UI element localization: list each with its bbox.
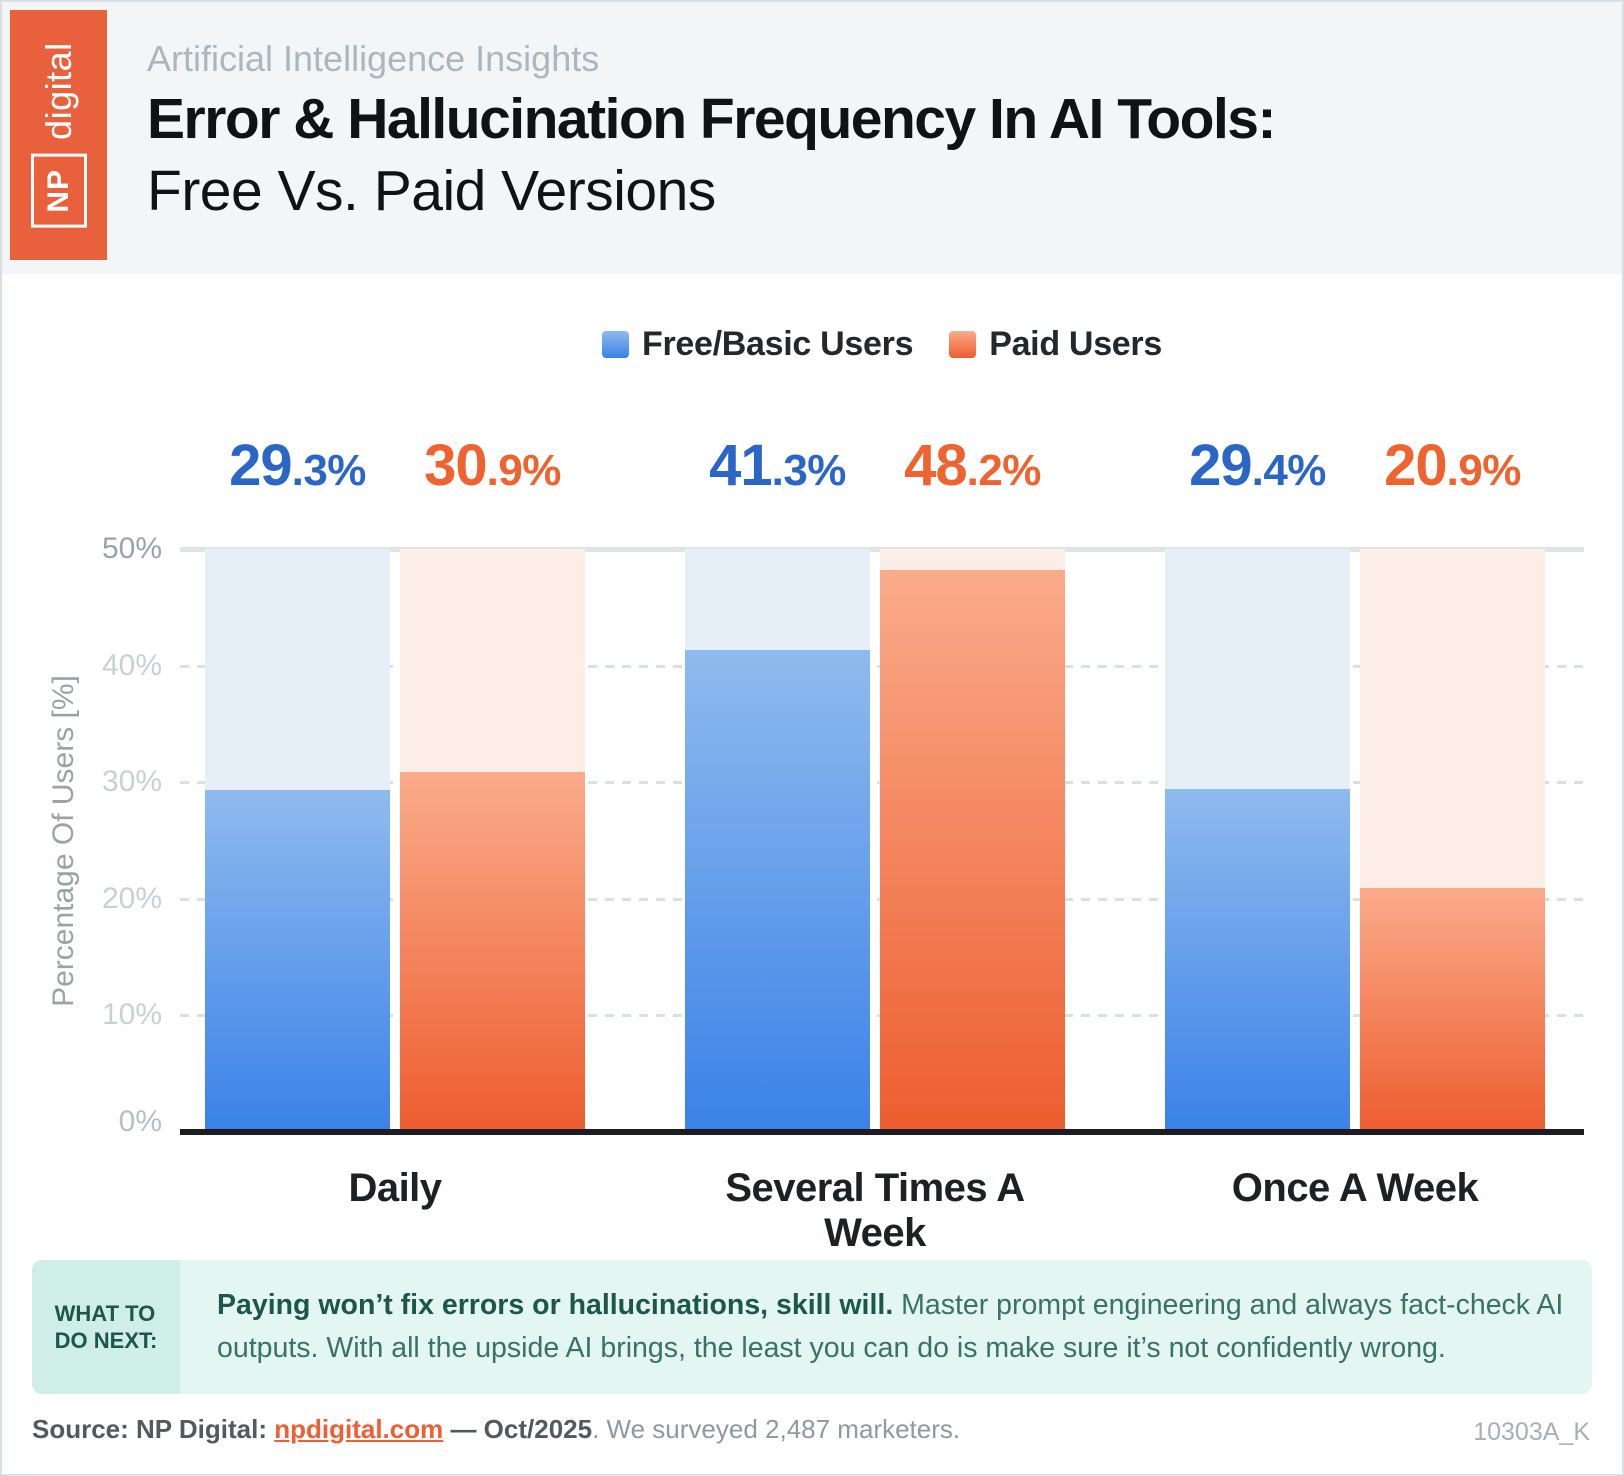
y-tick-label: 50% — [101, 532, 162, 565]
note-text-bold: Paying won’t fix errors or hallucination… — [217, 1289, 894, 1321]
bar-column: 29.4% — [1165, 433, 1350, 1132]
bar-column: 20.9% — [1360, 433, 1545, 1132]
npdigital-link[interactable]: npdigital.com — [274, 1414, 444, 1444]
source-date: — Oct/2025 — [443, 1414, 593, 1444]
legend-label: Paid Users — [989, 325, 1162, 363]
x-axis-labels: Daily Several Times A Week Once A Week — [205, 1166, 1545, 1256]
data-label: 20.9% — [1384, 433, 1521, 498]
eyebrow-text: Artificial Intelligence Insights — [147, 38, 600, 79]
bar-column: 30.9% — [400, 433, 585, 1132]
x-axis-label: Several Times A Week — [725, 1166, 1025, 1255]
bar-group: 29.4% 20.9% — [1165, 433, 1545, 1132]
doc-id: 10303A_K — [1473, 1418, 1590, 1446]
legend-swatch-icon — [949, 331, 977, 358]
page-title-line2: Free Vs. Paid Versions — [147, 159, 716, 223]
source-prefix: Source: NP Digital: — [32, 1414, 275, 1444]
bar-free — [1165, 789, 1350, 1132]
logo-rotated-content: NP digital — [30, 42, 87, 228]
data-label: 41.3% — [709, 433, 846, 498]
header: NP digital Artificial Intelligence Insig… — [2, 2, 1622, 274]
data-label: 29.4% — [1189, 433, 1326, 498]
bar-column: 48.2% — [880, 433, 1065, 1132]
np-logo-mark: NP — [30, 153, 87, 228]
bar-paid — [1360, 888, 1545, 1132]
bar-group: 29.3% 30.9% — [205, 433, 585, 1132]
logo-word: digital — [37, 42, 79, 140]
y-tick-label: 40% — [101, 648, 162, 682]
what-to-do-next-box: WHAT TO DO NEXT: Paying won’t fix errors… — [32, 1260, 1592, 1394]
bar-free — [685, 650, 870, 1132]
bar-column: 41.3% — [685, 433, 870, 1132]
source-line: Source: NP Digital: npdigital.com — Oct/… — [32, 1414, 960, 1445]
bar-paid — [400, 771, 585, 1132]
note-tag: WHAT TO DO NEXT: — [32, 1260, 180, 1394]
page-title-line1: Error & Hallucination Frequency In AI To… — [147, 87, 1276, 151]
chart-legend: Free/Basic Users Paid Users — [180, 325, 1584, 364]
bar-group: 41.3% 48.2% — [685, 433, 1065, 1132]
bar-free — [205, 790, 390, 1132]
y-axis-title: Percentage Of Users [%] — [47, 674, 80, 1007]
data-label: 48.2% — [904, 433, 1041, 498]
data-label: 30.9% — [424, 433, 561, 498]
y-tick-label: 10% — [101, 998, 162, 1032]
legend-item-free: Free/Basic Users — [602, 325, 913, 364]
note-tag-text: WHAT TO DO NEXT: — [54, 1301, 158, 1353]
x-axis-line — [180, 1129, 1584, 1135]
source-suffix: . We surveyed 2,487 marketers. — [592, 1414, 961, 1444]
bar-column: 29.3% — [205, 433, 390, 1132]
y-tick-label: 20% — [101, 881, 162, 915]
legend-label: Free/Basic Users — [642, 325, 914, 363]
legend-swatch-icon — [602, 331, 630, 358]
note-text-rest: Master prompt engineering and always fac… — [217, 1289, 1564, 1364]
x-axis-label: Daily — [348, 1166, 442, 1210]
y-tick-label: 30% — [101, 765, 162, 799]
legend-item-paid: Paid Users — [949, 325, 1162, 364]
bars-container: 29.3% 30.9% 41.3% 48.2% 29.4% 20.9% — [180, 433, 1584, 1132]
note-text: Paying won’t fix errors or hallucination… — [217, 1284, 1564, 1370]
plot-area: Percentage Of Users [%] 29.3% 30.9% 41.3% 4… — [47, 433, 1584, 1255]
data-label: 29.3% — [229, 433, 366, 498]
note-body: Paying won’t fix errors or hallucination… — [217, 1260, 1564, 1394]
y-tick-label: 0% — [118, 1105, 162, 1138]
bar-paid — [880, 570, 1065, 1132]
x-axis-label: Once A Week — [1231, 1166, 1479, 1210]
np-digital-logo: NP digital — [10, 10, 107, 260]
